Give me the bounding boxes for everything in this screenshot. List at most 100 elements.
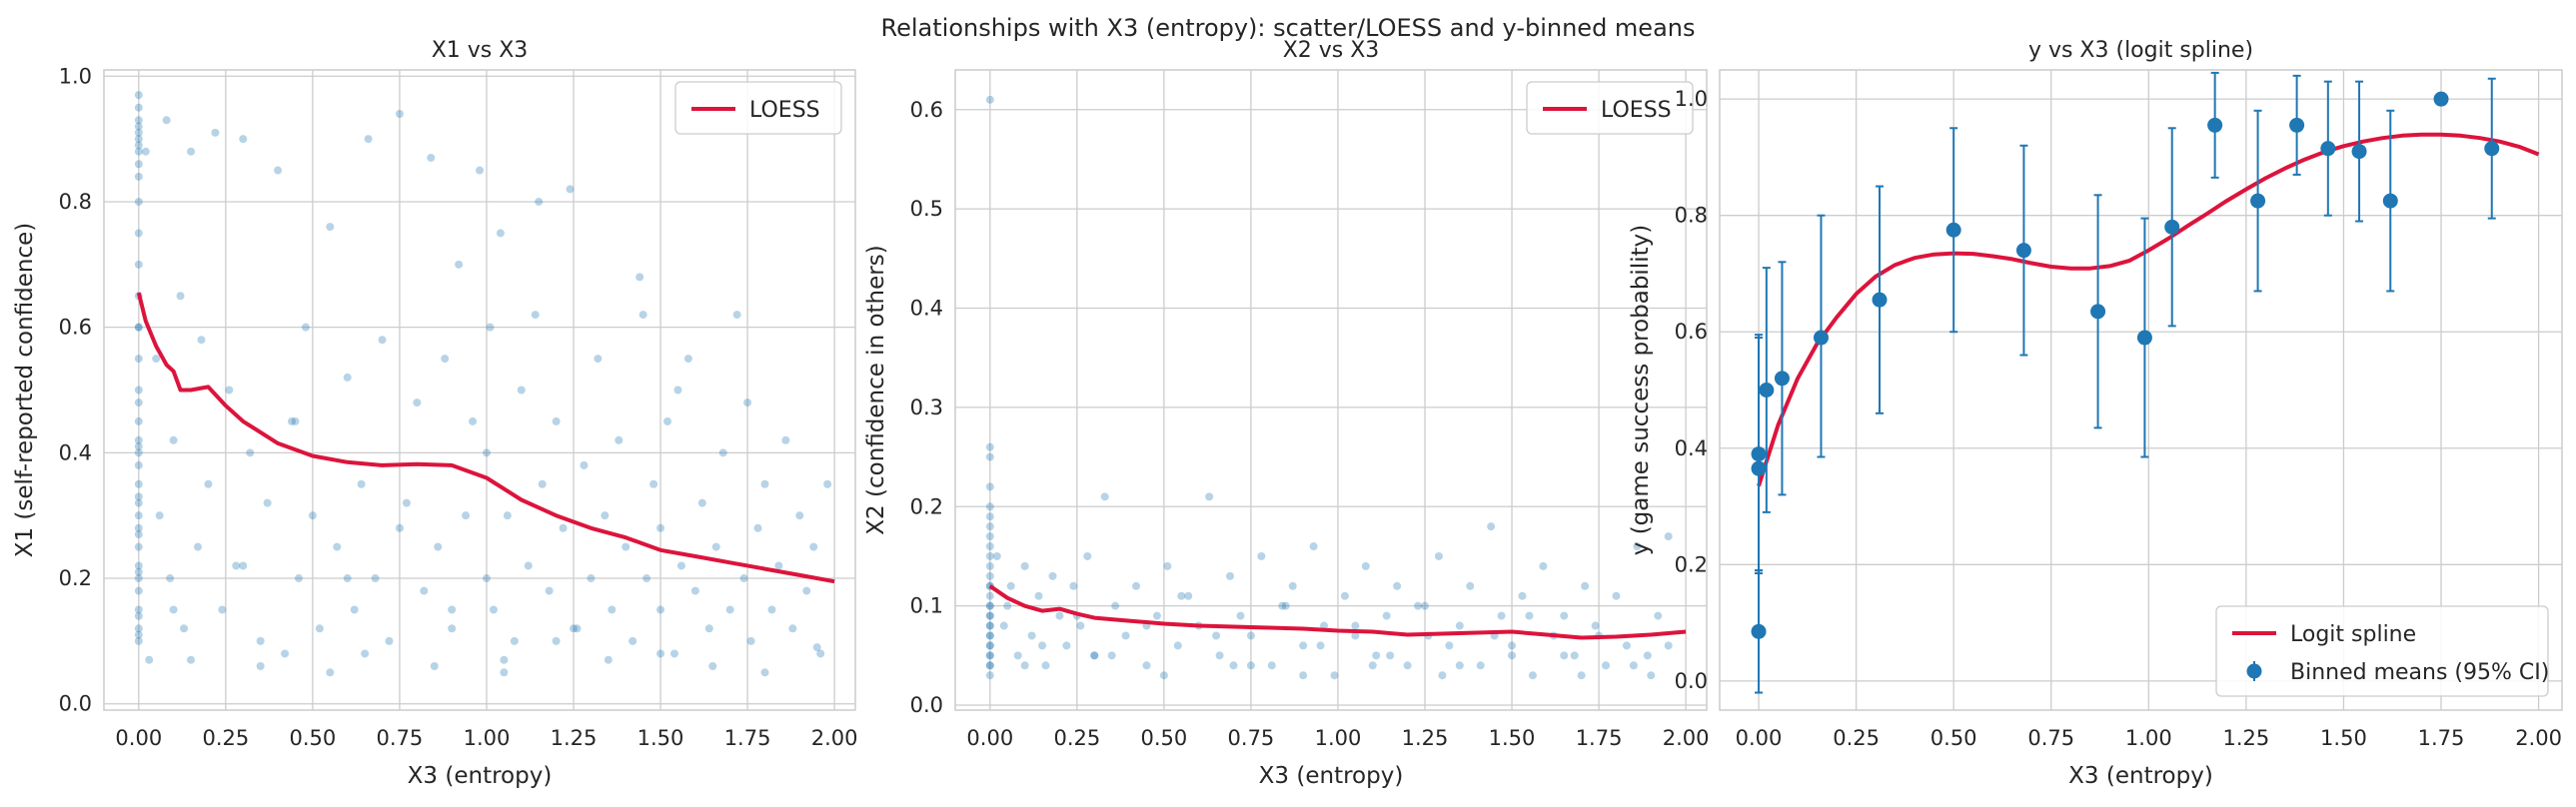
scatter-point: [1090, 651, 1099, 660]
scatter-point: [326, 223, 335, 232]
legend-box: [1526, 81, 1694, 135]
scatter-point: [1212, 631, 1221, 640]
binned-mean-point: [1872, 292, 1888, 308]
scatter-point: [566, 185, 575, 194]
scatter-point: [1013, 651, 1022, 660]
x-axis-label: X3 (entropy): [2068, 763, 2213, 789]
scatter-point: [134, 399, 143, 407]
y-tick-label: 0.0: [910, 693, 943, 717]
scatter-point: [162, 116, 171, 125]
x-tick-label: 0.25: [1053, 726, 1100, 750]
x-tick-label: 1.75: [2418, 726, 2465, 750]
binned-mean-point: [1813, 330, 1829, 346]
scatter-point: [531, 311, 540, 320]
scatter-layer: [985, 95, 1673, 680]
scatter-point: [1664, 641, 1673, 650]
scatter-point: [294, 574, 303, 583]
binned-mean-point: [1751, 446, 1767, 462]
x-tick-label: 1.75: [724, 726, 771, 750]
scatter-point: [448, 605, 457, 614]
scatter-point: [378, 336, 387, 345]
scatter-point: [134, 141, 143, 150]
scatter-point: [985, 621, 994, 630]
scatter-point: [795, 511, 804, 520]
scatter-point: [291, 416, 300, 425]
scatter-point: [187, 147, 196, 156]
scatter-point: [524, 561, 533, 570]
figure-suptitle: Relationships with X3 (entropy): scatter…: [881, 14, 1696, 42]
scatter-point: [134, 511, 143, 520]
x-axis-label: X3 (entropy): [408, 763, 553, 789]
binned-mean-point: [1774, 371, 1790, 387]
binned-mean-point: [2351, 144, 2367, 160]
x-tick-label: 1.25: [2222, 726, 2269, 750]
scatter-point: [1487, 522, 1496, 531]
scatter-layer: [134, 91, 832, 677]
binned-mean-point: [2320, 141, 2336, 157]
scatter-point: [1340, 591, 1349, 600]
scatter-point: [673, 386, 682, 395]
scatter-point: [1438, 671, 1447, 680]
scatter-point: [169, 605, 178, 614]
scatter-point: [1309, 542, 1318, 551]
scatter-point: [1330, 671, 1339, 680]
scatter-point: [1455, 621, 1464, 630]
scatter-point: [767, 605, 776, 614]
series-layer: [988, 584, 1687, 640]
scatter-point: [420, 586, 429, 595]
scatter-point: [239, 135, 248, 144]
y-tick-label: 1.0: [1675, 87, 1708, 111]
scatter-point: [985, 621, 994, 630]
scatter-point: [1351, 621, 1360, 630]
legend-label: Binned means (95% CI): [2290, 660, 2549, 685]
scatter-point: [145, 655, 154, 664]
scatter-point: [134, 624, 143, 633]
scatter-point: [985, 502, 994, 511]
scatter-point: [301, 323, 310, 332]
scatter-point: [656, 649, 665, 658]
scatter-point: [1382, 611, 1391, 620]
scatter-point: [1455, 661, 1464, 670]
x-tick-label: 0.75: [2027, 726, 2074, 750]
scatter-point: [985, 641, 994, 650]
scatter-point: [152, 355, 161, 364]
binned-mean-point: [2433, 91, 2449, 107]
scatter-point: [434, 542, 443, 551]
scatter-point: [1351, 631, 1360, 640]
scatter-point: [1246, 631, 1255, 640]
scatter-point: [1041, 661, 1050, 670]
scatter-point: [985, 631, 994, 640]
scatter-point: [430, 662, 439, 671]
scatter-point: [1518, 591, 1527, 600]
scatter-point: [211, 128, 220, 137]
scatter-point: [134, 479, 143, 488]
scatter-point: [985, 631, 994, 640]
scatter-point: [134, 448, 143, 457]
scatter-point: [663, 416, 671, 425]
scatter-point: [134, 323, 143, 332]
binned-mean-point: [2484, 141, 2500, 157]
scatter-point: [1633, 542, 1642, 551]
scatter-point: [204, 479, 213, 488]
scatter-point: [1177, 591, 1186, 600]
scatter-point: [134, 630, 143, 639]
grid-layer: [104, 70, 855, 710]
x-tick-label: 2.00: [811, 726, 858, 750]
scatter-point: [708, 662, 717, 671]
x-tick-label: 0.00: [115, 726, 162, 750]
scatter-point: [288, 416, 296, 425]
scatter-point: [486, 323, 495, 332]
scatter-point: [985, 651, 994, 660]
scatter-point: [1020, 661, 1029, 670]
scatter-point: [1466, 581, 1475, 590]
scatter-point: [985, 442, 994, 451]
scatter-point: [134, 172, 143, 181]
scatter-point: [704, 624, 713, 633]
scatter-point: [552, 416, 561, 425]
scatter-point: [1622, 641, 1631, 650]
tick-layer: 0.00 0.25 0.50 0.75 1.00 1.25 1.50 1.75 2.00 0.0 0…: [59, 64, 858, 750]
scatter-point: [1414, 601, 1423, 610]
scatter-point: [239, 561, 248, 570]
scatter-point: [985, 542, 994, 551]
tick-layer: 0.00 0.25 0.50 0.75 1.00 1.25 1.50 1.75 2.00 0.0 0…: [910, 98, 1710, 750]
